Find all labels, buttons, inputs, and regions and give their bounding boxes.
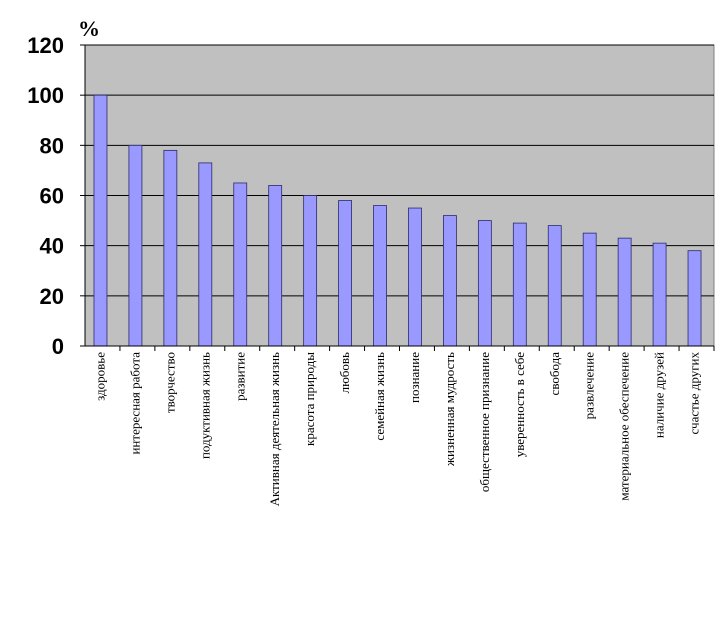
x-tick-label: общественное признание (477, 352, 492, 492)
y-axis-label: % (78, 16, 100, 41)
x-tick-label: любовь (337, 352, 352, 393)
x-tick-label: познание (407, 352, 422, 403)
y-tick-label: 20 (40, 284, 64, 309)
x-tick-label: развитие (232, 352, 247, 401)
bar (268, 185, 283, 347)
bar (373, 205, 387, 347)
x-tick-label: уверенность в себе (512, 352, 527, 457)
bar (338, 200, 352, 347)
bars (93, 94, 702, 347)
y-tick-label: 80 (40, 133, 64, 158)
bar (93, 94, 108, 347)
x-tick-label: красота природы (302, 352, 317, 446)
y-tick-label: 40 (40, 234, 64, 259)
bar (652, 242, 667, 347)
gridlines (85, 44, 714, 297)
bar (477, 220, 492, 347)
x-tick-label: интересная работа (127, 352, 142, 455)
bar (408, 207, 422, 347)
bar (233, 182, 248, 347)
bar (443, 215, 457, 347)
x-tick-label: подуктивная жизнь (197, 352, 212, 459)
y-tick-label: 0 (52, 334, 64, 359)
y-tick-label: 120 (27, 33, 64, 58)
x-tick-label: Активная деятельная жизнь (267, 352, 282, 506)
bar (687, 250, 702, 347)
x-tick-label: развлечение (582, 352, 597, 420)
x-tick-label: жизненная мудрость (442, 352, 457, 467)
x-axis-ticks: здоровье интересная работа творчество подук… (92, 346, 715, 506)
bar (128, 144, 143, 347)
x-tick-label: здоровье (92, 352, 107, 401)
bar (163, 149, 178, 347)
y-tick-label: 60 (40, 184, 64, 209)
bar (582, 232, 597, 347)
y-tick-label: 100 (27, 83, 64, 108)
x-tick-label: счастье других (687, 352, 702, 435)
x-tick-label: наличие друзей (652, 352, 667, 438)
bar (303, 195, 318, 347)
bar (198, 162, 213, 347)
x-tick-label: материальное обеспечение (617, 352, 632, 501)
bar (547, 225, 562, 347)
x-tick-label: творчество (162, 352, 177, 413)
x-tick-label: свобода (547, 352, 562, 396)
bar (617, 237, 632, 347)
bar (512, 222, 527, 347)
y-axis-ticks: 0 20 40 60 80 100 120 (27, 33, 85, 359)
x-tick-label: семейная жизнь (372, 352, 387, 441)
